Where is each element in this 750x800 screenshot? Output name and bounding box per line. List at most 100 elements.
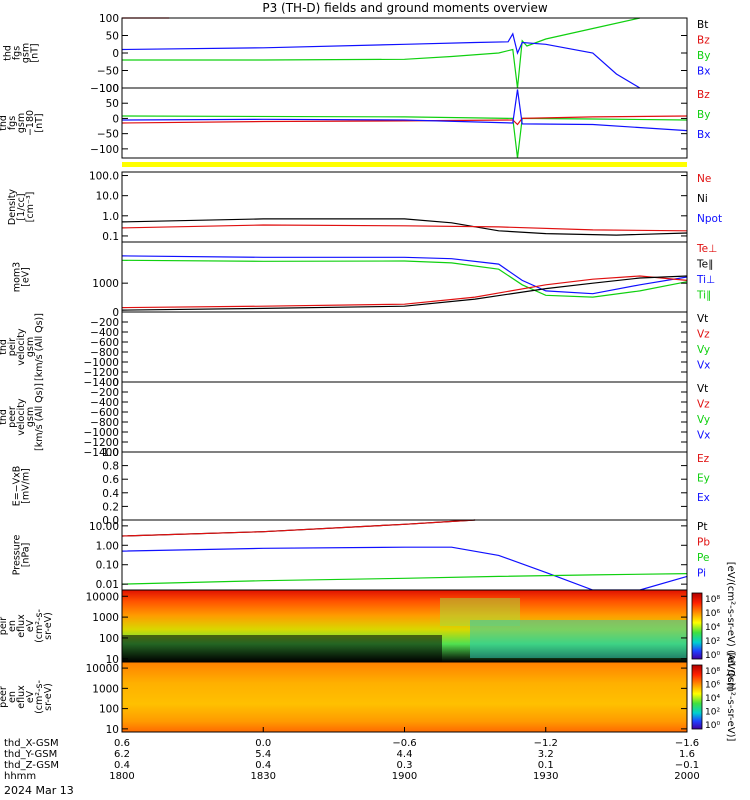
spectrogram-electron <box>122 662 687 732</box>
y-axis-label: velocity <box>16 328 27 366</box>
spectrogram-noise <box>122 635 442 662</box>
y-axis-label: thd <box>0 409 9 425</box>
panel-frame <box>121 519 688 591</box>
y-tick-label: −1000 <box>83 357 119 369</box>
x-row-label: thd_Z-GSM <box>4 760 59 771</box>
y-tick-label: 100 <box>99 704 119 716</box>
x-tick-label: 6.2 <box>114 749 130 760</box>
y-tick-label: −400 <box>90 327 119 339</box>
y-axis-label: sr-eV) <box>43 612 54 640</box>
y-axis-label: [km/s (All Qs)] <box>34 383 45 451</box>
y-tick-label: 1000 <box>92 278 119 290</box>
colorbar <box>691 592 703 660</box>
y-tick-label: −50 <box>97 129 119 141</box>
legend-entry: Vx <box>697 360 710 372</box>
y-tick-label: 10000 <box>86 663 119 675</box>
legend-entry: Bz <box>697 35 710 47</box>
legend-entry: Bx <box>697 66 710 78</box>
x-tick-label: 2000 <box>674 771 699 782</box>
y-tick-label: 1000 <box>92 683 119 695</box>
y-axis-label: peer <box>0 686 9 708</box>
legend-entry: Bt <box>697 19 708 31</box>
legend-entry: Bx <box>697 129 710 141</box>
legend-entry: Te⊥ <box>696 243 717 255</box>
legend-entry: Bz <box>697 89 710 101</box>
series-line-blue <box>121 255 688 295</box>
colorbar-tick-label: 10⁴ <box>705 694 720 704</box>
legend-entry: By <box>697 50 710 62</box>
y-axis-label: [mV/m] <box>21 468 32 504</box>
y-tick-label: 100 <box>99 633 119 645</box>
colorbar-tick-label: 10⁸ <box>705 667 720 677</box>
y-tick-label: 1.0 <box>102 211 119 223</box>
x-tick-label: 1900 <box>392 771 417 782</box>
colorbar-tick-label: 10⁴ <box>705 623 720 633</box>
y-axis-label: peir <box>7 338 18 357</box>
legend-entry: Vt <box>697 383 708 395</box>
y-tick-label: 0.4 <box>102 488 119 500</box>
legend-entry: Ne <box>697 173 711 185</box>
y-tick-label: 0.01 <box>96 579 119 591</box>
y-tick-label: 10 <box>106 724 119 736</box>
y-axis-label: gsm <box>25 407 36 427</box>
y-axis-label: Density <box>7 189 18 225</box>
spectrogram-patch <box>470 620 687 658</box>
y-tick-label: 1.00 <box>96 540 119 552</box>
y-tick-label: 0.6 <box>102 474 119 486</box>
legend-entry: Vz <box>697 399 710 411</box>
y-tick-label: −800 <box>90 417 119 429</box>
y-tick-label: −600 <box>90 337 119 349</box>
legend-entry: Ti⊥ <box>696 274 715 286</box>
y-tick-label: 1000 <box>92 612 119 624</box>
colorbar-tick-label: 10⁰ <box>705 721 720 731</box>
series-line-red <box>121 275 688 309</box>
y-tick-label: 10000 <box>86 591 119 603</box>
x-tick-label: 1930 <box>533 771 558 782</box>
legend-entry: Vt <box>697 313 708 325</box>
legend-entry: Vz <box>697 329 710 341</box>
colorbar-tick-label: 10⁰ <box>705 651 720 661</box>
x-tick-label: 4.4 <box>397 749 413 760</box>
y-tick-label: −100 <box>90 83 119 95</box>
y-tick-label: 100.0 <box>89 171 119 183</box>
series-line-black <box>121 519 476 537</box>
legend-entry: Vy <box>697 414 710 426</box>
y-axis-label: [nT] <box>30 43 41 62</box>
series-line-red <box>121 519 476 537</box>
y-axis-label: [nT] <box>34 113 45 132</box>
y-axis-label: en <box>7 620 18 632</box>
x-tick-label: 0.1 <box>538 760 554 771</box>
y-tick-label: −50 <box>97 66 119 78</box>
y-axis-label: (cm²-s- <box>34 609 45 643</box>
y-axis-label: sr-eV) <box>43 683 54 711</box>
y-tick-label: −1000 <box>83 427 119 439</box>
y-tick-label: 1.0 <box>102 447 119 459</box>
y-axis-label: thd <box>3 45 14 61</box>
y-tick-label: −800 <box>90 347 119 359</box>
legend-entry: Ni <box>697 193 708 205</box>
y-tick-label: −1200 <box>83 367 119 379</box>
y-tick-label: 0 <box>112 307 119 319</box>
y-axis-label: (cm²-s- <box>34 680 45 714</box>
y-axis-label: velocity <box>16 398 27 436</box>
y-axis-label: [km/s (All Qs)] <box>34 313 45 381</box>
y-axis-label: en <box>7 691 18 703</box>
legend-entry: Vx <box>697 430 710 442</box>
y-tick-label: 100 <box>99 13 119 25</box>
colorbar-label: [eV/(cm²-s-sr-eV)] <box>725 653 736 742</box>
series-line-black <box>121 275 688 311</box>
y-tick-label: −600 <box>90 407 119 419</box>
y-axis-label: eV <box>25 619 36 632</box>
legend-entry: Te∥ <box>696 259 713 271</box>
x-tick-label: 0.3 <box>397 760 413 771</box>
colorbar-label: [eV/(cm²-s-sr-eV) (All Qs)] <box>725 562 736 691</box>
panel-frame <box>121 17 688 89</box>
y-axis-label: [nPa] <box>21 543 32 568</box>
y-axis-label: Pressure <box>12 535 23 576</box>
y-axis-label: eflux <box>16 685 27 709</box>
series-line-red <box>121 115 688 126</box>
x-row-label: thd_X-GSM <box>4 738 59 749</box>
y-tick-label: 0.8 <box>102 461 119 473</box>
legend-entry: Pt <box>697 521 707 533</box>
legend-entry: Npot <box>697 213 722 225</box>
